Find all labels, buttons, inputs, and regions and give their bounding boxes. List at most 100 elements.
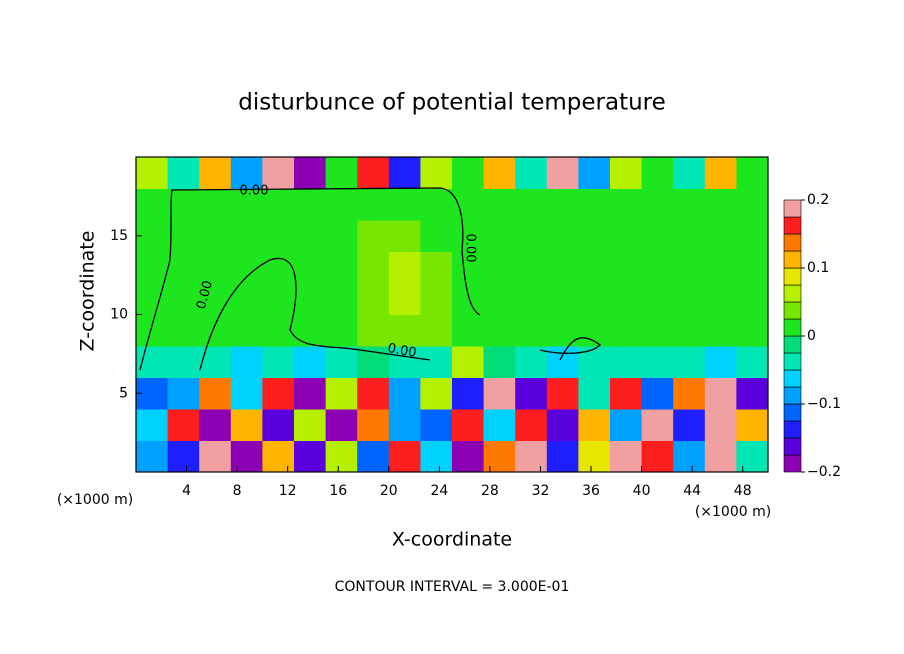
cell [483, 283, 516, 315]
cell [294, 251, 327, 284]
cell [546, 346, 579, 378]
cell [673, 346, 706, 378]
cell [452, 283, 485, 315]
cell [388, 409, 421, 441]
cell [388, 220, 421, 252]
x-tick-label: 44 [683, 483, 701, 499]
cell [704, 188, 737, 221]
cell [578, 283, 611, 315]
cell [136, 188, 169, 221]
cell [167, 283, 200, 315]
cell [736, 251, 769, 284]
cell [736, 283, 769, 315]
colorbar-segment [783, 284, 802, 303]
x-tick-label: 28 [481, 483, 499, 499]
cell [673, 283, 706, 315]
cell [546, 220, 579, 252]
contour-label: 0.00 [240, 184, 269, 199]
x-tick-label: 20 [380, 483, 398, 499]
cell [136, 314, 169, 347]
field [136, 157, 769, 473]
cell [641, 283, 674, 315]
cell [420, 283, 453, 315]
cell [294, 409, 327, 441]
colorbar-tick-label: 0 [807, 328, 816, 344]
cell [357, 188, 390, 221]
cell [420, 188, 453, 221]
cell [641, 220, 674, 252]
cell [483, 440, 516, 473]
cell [483, 314, 516, 347]
cell [704, 251, 737, 284]
y-tick-label: 15 [110, 228, 128, 244]
cell [452, 440, 485, 473]
cell [230, 314, 263, 347]
cell [325, 440, 358, 473]
cell [673, 314, 706, 347]
cell [704, 220, 737, 252]
y-tick-label: 5 [119, 385, 128, 401]
cell [294, 283, 327, 315]
cell [167, 188, 200, 221]
cell [546, 157, 579, 189]
cell [736, 188, 769, 221]
cell [199, 220, 232, 252]
cell [357, 251, 390, 284]
colorbar-segment [783, 386, 802, 405]
cell [483, 251, 516, 284]
colorbar-tick-label: 0.2 [807, 192, 829, 208]
colorbar-tick-label: −0.1 [807, 396, 841, 412]
colorbar-segment [783, 318, 802, 337]
cell [325, 314, 358, 347]
cell [325, 377, 358, 410]
cell [199, 251, 232, 284]
cell [388, 346, 421, 378]
cell [546, 251, 579, 284]
cell [578, 220, 611, 252]
y-unit: (×1000 m) [57, 492, 133, 508]
cell [420, 157, 453, 189]
cell [167, 440, 200, 473]
cell [388, 283, 421, 315]
cell [230, 188, 263, 221]
cell [610, 314, 643, 347]
cell [673, 157, 706, 189]
x-tick-label: 36 [582, 483, 600, 499]
colorbar-segment [783, 199, 802, 218]
cell [546, 409, 579, 441]
cell [199, 440, 232, 473]
x-unit: (×1000 m) [695, 504, 771, 520]
cell [641, 440, 674, 473]
cell [388, 440, 421, 473]
cell [230, 377, 263, 410]
colorbar-segment [783, 437, 802, 456]
cell [294, 314, 327, 347]
cell [641, 409, 674, 441]
x-tick-label: 4 [182, 483, 191, 499]
cell [136, 440, 169, 473]
cell [199, 377, 232, 410]
cell [673, 409, 706, 441]
contour-note: CONTOUR INTERVAL = 3.000E-01 [335, 579, 570, 595]
cell [262, 157, 295, 189]
cell [546, 283, 579, 315]
cell [704, 346, 737, 378]
cell [136, 251, 169, 284]
y-axis-label: Z-coordinate [77, 231, 99, 352]
cell [610, 188, 643, 221]
cell [515, 440, 548, 473]
cell [230, 283, 263, 315]
cell [610, 346, 643, 378]
colorbar-segment [783, 267, 802, 286]
cell [167, 377, 200, 410]
cell [610, 377, 643, 410]
cell [262, 409, 295, 441]
contours [139, 187, 601, 371]
cell [167, 409, 200, 441]
colorbar-segment [783, 454, 802, 473]
cell [578, 377, 611, 410]
cell [262, 314, 295, 347]
cell [199, 314, 232, 347]
y-tick-label: 10 [110, 307, 128, 323]
